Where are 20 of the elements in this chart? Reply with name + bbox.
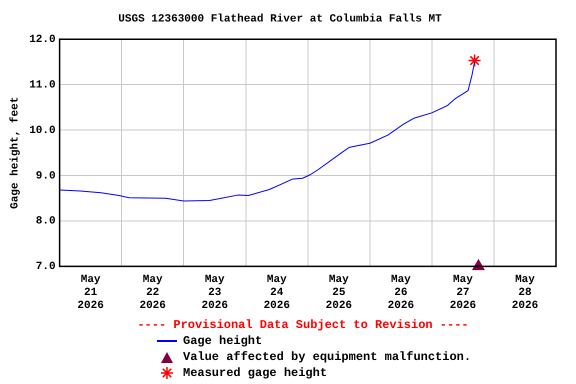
x-tick-label: May 28 2026 [512, 274, 538, 312]
y-tick-label: 10.0 [29, 124, 56, 137]
legend-label: Gage height [183, 333, 262, 349]
x-tick-label: May 21 2026 [77, 274, 104, 312]
y-tick-label: 9.0 [36, 170, 56, 182]
y-tick-label: 8.0 [36, 216, 56, 228]
y-tick-label: 11.0 [29, 79, 56, 92]
y-tick-label: 12.0 [29, 34, 56, 46]
x-tick-label: May 27 2026 [450, 274, 476, 312]
text: ---- Provisional Data Subject to Revision ---- [136, 318, 470, 332]
legend-label: Value affected by equipment malfunction. [183, 349, 472, 365]
x-tick-label: May 22 2026 [139, 274, 166, 312]
x-tick-label: May 26 2026 [388, 274, 414, 312]
x-tick-label: May 24 2026 [264, 274, 290, 312]
x-tick-label: May 23 2026 [202, 274, 228, 312]
y-axis-title: Gage height, feet [8, 96, 22, 209]
legend-label: Measured gage height [183, 365, 328, 381]
x-tick-label: May 25 2026 [326, 274, 352, 312]
chart-title: USGS 12363000 Flathead River at Columbia Falls MT [118, 13, 442, 26]
y-tick-label: 7.0 [36, 261, 56, 274]
